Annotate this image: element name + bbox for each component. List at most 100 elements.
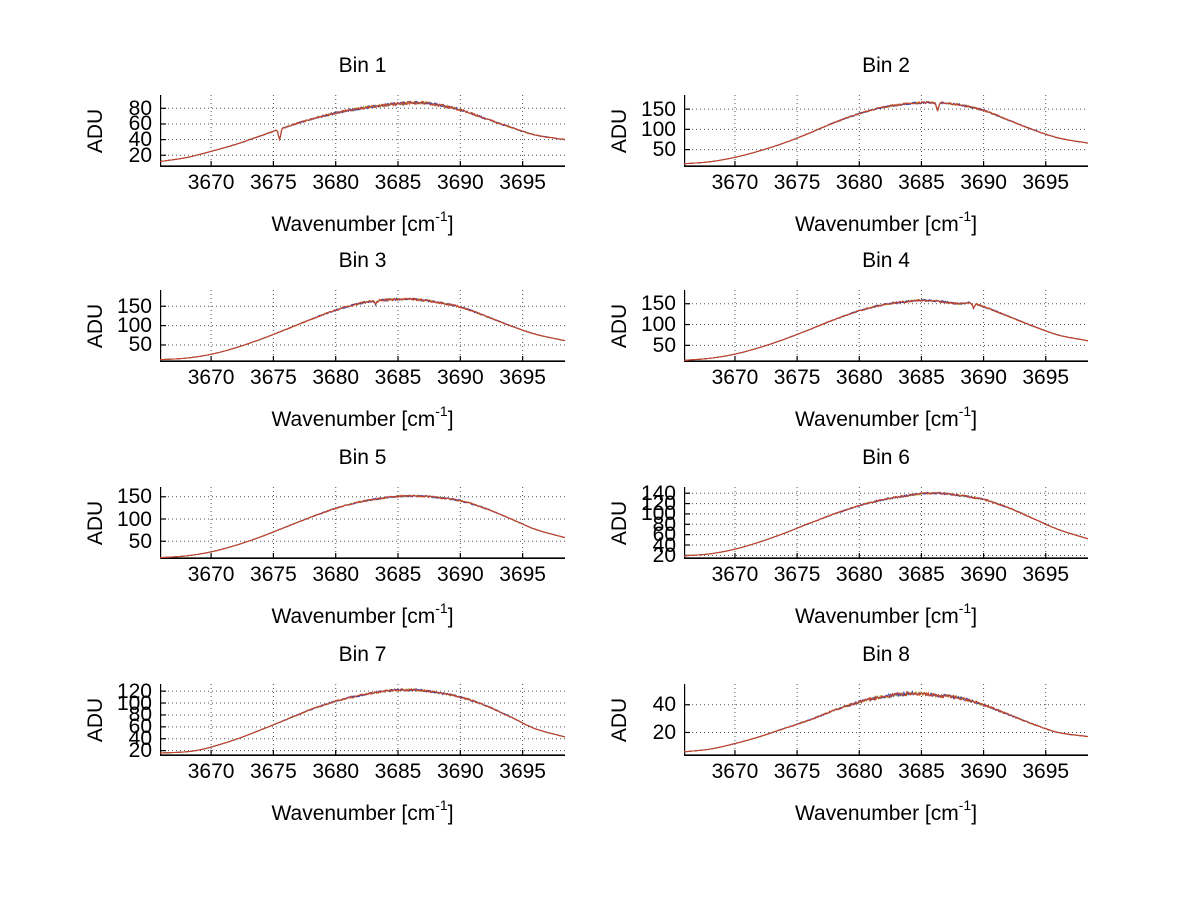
x-axis-label-bracket: ] (971, 802, 978, 825)
gridlines (684, 290, 1088, 362)
x-tick-label: 3680 (312, 171, 360, 194)
y-tick-label: 50 (128, 529, 152, 553)
x-tick-label: 3675 (773, 171, 821, 194)
y-axis-label: ADU (608, 697, 631, 743)
y-tick-label: 20 (128, 143, 152, 167)
x-tick-label: 3675 (250, 366, 297, 389)
x-tick-label: 3670 (187, 563, 235, 586)
data-line-red (160, 100, 565, 163)
plot-title: Bin 2 (862, 54, 910, 77)
x-tick-label: 3670 (711, 171, 759, 194)
y-tick-label: 100 (640, 117, 676, 141)
axis-spines (160, 487, 565, 559)
x-tick-label: 3680 (835, 563, 883, 586)
gridlines (160, 290, 565, 362)
plot-canvas (160, 684, 565, 756)
data-line-red (684, 690, 1088, 753)
x-axis-label: Wavenumber [cm-1] (160, 206, 565, 237)
plot-title: Bin 7 (338, 643, 387, 666)
axis-spines (684, 684, 1088, 756)
tick-marks (160, 107, 524, 167)
y-tick-label: 100 (116, 507, 152, 531)
x-tick-label: 3675 (773, 760, 821, 783)
x-tick-label: 3675 (250, 760, 297, 783)
y-tick-label: 150 (640, 97, 676, 121)
x-tick-label: 3695 (499, 171, 546, 194)
x-axis-label-superscript: -1 (958, 208, 972, 224)
gridlines (684, 95, 1088, 167)
y-tick-label: 20 (652, 543, 676, 567)
data-line-blue (160, 297, 565, 361)
x-axis-label-text: Wavenumber [cm (794, 802, 959, 825)
x-axis-label-text: Wavenumber [cm (794, 605, 959, 628)
gridlines (160, 95, 565, 167)
x-tick-label: 3675 (250, 171, 297, 194)
x-axis-label-superscript: -1 (958, 600, 972, 616)
data-line-red (684, 491, 1088, 557)
x-axis-label-text: Wavenumber [cm (794, 213, 959, 236)
x-tick-label: 3690 (436, 563, 484, 586)
x-axis-label-bracket: ] (447, 213, 454, 236)
x-axis-label: Wavenumber [cm-1] (684, 401, 1088, 432)
data-line-green (160, 688, 565, 754)
axis-spines (160, 684, 565, 756)
data-line-red (684, 100, 1088, 165)
y-tick-label: 40 (128, 727, 152, 751)
y-tick-label: 40 (652, 533, 676, 557)
x-tick-label: 3670 (187, 760, 235, 783)
x-axis-label-bracket: ] (971, 213, 978, 236)
x-tick-label: 3670 (187, 171, 235, 194)
y-tick-label: 60 (128, 112, 152, 136)
axis-spines (160, 95, 565, 167)
plot-canvas (684, 95, 1088, 167)
y-tick-label: 140 (640, 481, 676, 505)
x-axis-label-bracket: ] (447, 408, 454, 431)
gridlines (160, 684, 565, 756)
y-tick-label: 100 (116, 691, 152, 715)
data-line-blue (160, 100, 565, 163)
x-axis-label-bracket: ] (971, 408, 978, 431)
tick-marks (160, 690, 524, 756)
x-tick-label: 3680 (312, 760, 360, 783)
data-line-green (160, 297, 565, 361)
x-axis-label: Wavenumber [cm-1] (684, 598, 1088, 629)
x-axis-label: Wavenumber [cm-1] (160, 795, 565, 826)
plot-canvas (684, 487, 1088, 559)
x-tick-label: 3675 (773, 366, 821, 389)
x-axis-label-superscript: -1 (435, 797, 448, 813)
x-tick-label: 3690 (960, 171, 1007, 194)
data-line-red (684, 299, 1088, 361)
data-line-red (160, 687, 565, 754)
gridlines (684, 684, 1088, 756)
tick-marks (684, 303, 1047, 362)
data-line-red (160, 297, 565, 361)
y-tick-label: 150 (640, 292, 676, 316)
y-tick-label: 120 (640, 492, 676, 516)
x-tick-label: 3675 (250, 563, 297, 586)
data-line-green (160, 100, 565, 163)
x-axis-label: Wavenumber [cm-1] (684, 795, 1088, 826)
y-tick-label: 50 (128, 333, 152, 357)
tick-marks (160, 305, 524, 362)
plot-title: Bin 6 (862, 446, 910, 469)
x-tick-label: 3690 (960, 366, 1007, 389)
x-axis-label-text: Wavenumber [cm (271, 605, 436, 628)
x-axis-label-text: Wavenumber [cm (271, 213, 436, 236)
gridlines (684, 487, 1088, 559)
plot-title: Bin 5 (338, 446, 387, 469)
axis-spines (684, 487, 1088, 559)
y-tick-label: 100 (640, 313, 676, 337)
x-tick-label: 3685 (898, 366, 945, 389)
plot-title: Bin 1 (338, 54, 387, 77)
x-tick-label: 3685 (374, 366, 422, 389)
axis-spines (684, 290, 1088, 362)
tick-marks (684, 704, 1047, 756)
x-tick-label: 3695 (499, 563, 546, 586)
x-axis-label-text: Wavenumber [cm (271, 802, 436, 825)
y-tick-label: 20 (128, 739, 152, 763)
x-tick-label: 3680 (312, 366, 360, 389)
x-tick-label: 3685 (898, 171, 945, 194)
gridlines (160, 487, 565, 559)
y-tick-label: 120 (116, 679, 152, 703)
x-axis-label-bracket: ] (971, 605, 978, 628)
